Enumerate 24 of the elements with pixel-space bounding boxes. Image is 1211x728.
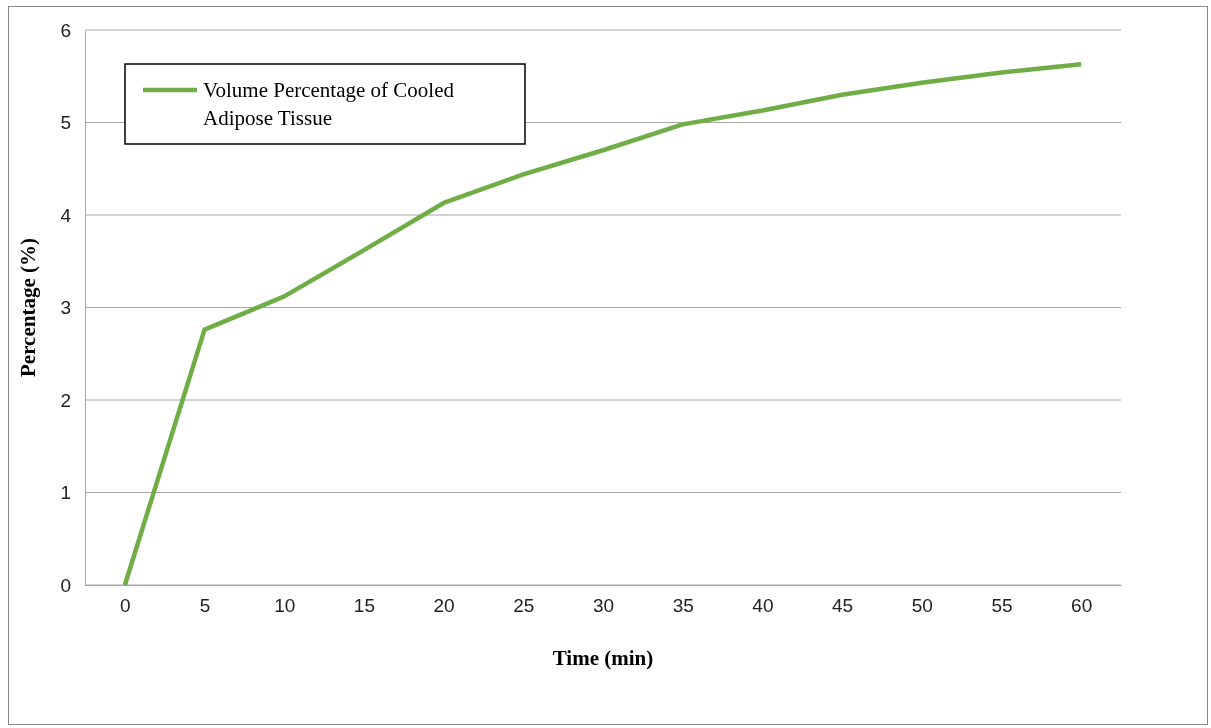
y-tick-label: 2 [60, 389, 71, 411]
x-tick-label: 20 [433, 595, 455, 617]
x-tick-label: 60 [1071, 595, 1093, 617]
x-tick-label: 50 [911, 595, 933, 617]
x-tick-label: 40 [752, 595, 774, 617]
y-tick-label: 5 [60, 112, 71, 134]
x-tick-label: 35 [672, 595, 694, 617]
y-tick-label: 6 [60, 19, 71, 41]
y-axis-title: Percentage (%) [16, 238, 40, 377]
y-tick-label: 3 [60, 297, 71, 319]
y-tick-label: 0 [60, 574, 71, 596]
x-tick-label: 30 [592, 595, 615, 617]
y-tick-label: 4 [60, 204, 72, 226]
y-tick-label: 1 [60, 482, 71, 504]
x-tick-label: 0 [120, 595, 131, 617]
x-tick-label: 5 [199, 595, 211, 617]
x-tick-label: 10 [274, 595, 296, 617]
legend-label: Volume Percentage of Cooled Adipose Tissue [203, 78, 455, 130]
line-series [122, 61, 1084, 588]
x-tick-label: 55 [991, 595, 1013, 617]
x-tick-label: 15 [353, 595, 375, 617]
x-tick-label: 45 [832, 595, 854, 617]
x-tick-label: 25 [513, 595, 535, 617]
x-axis-title: Time (min) [552, 646, 654, 670]
